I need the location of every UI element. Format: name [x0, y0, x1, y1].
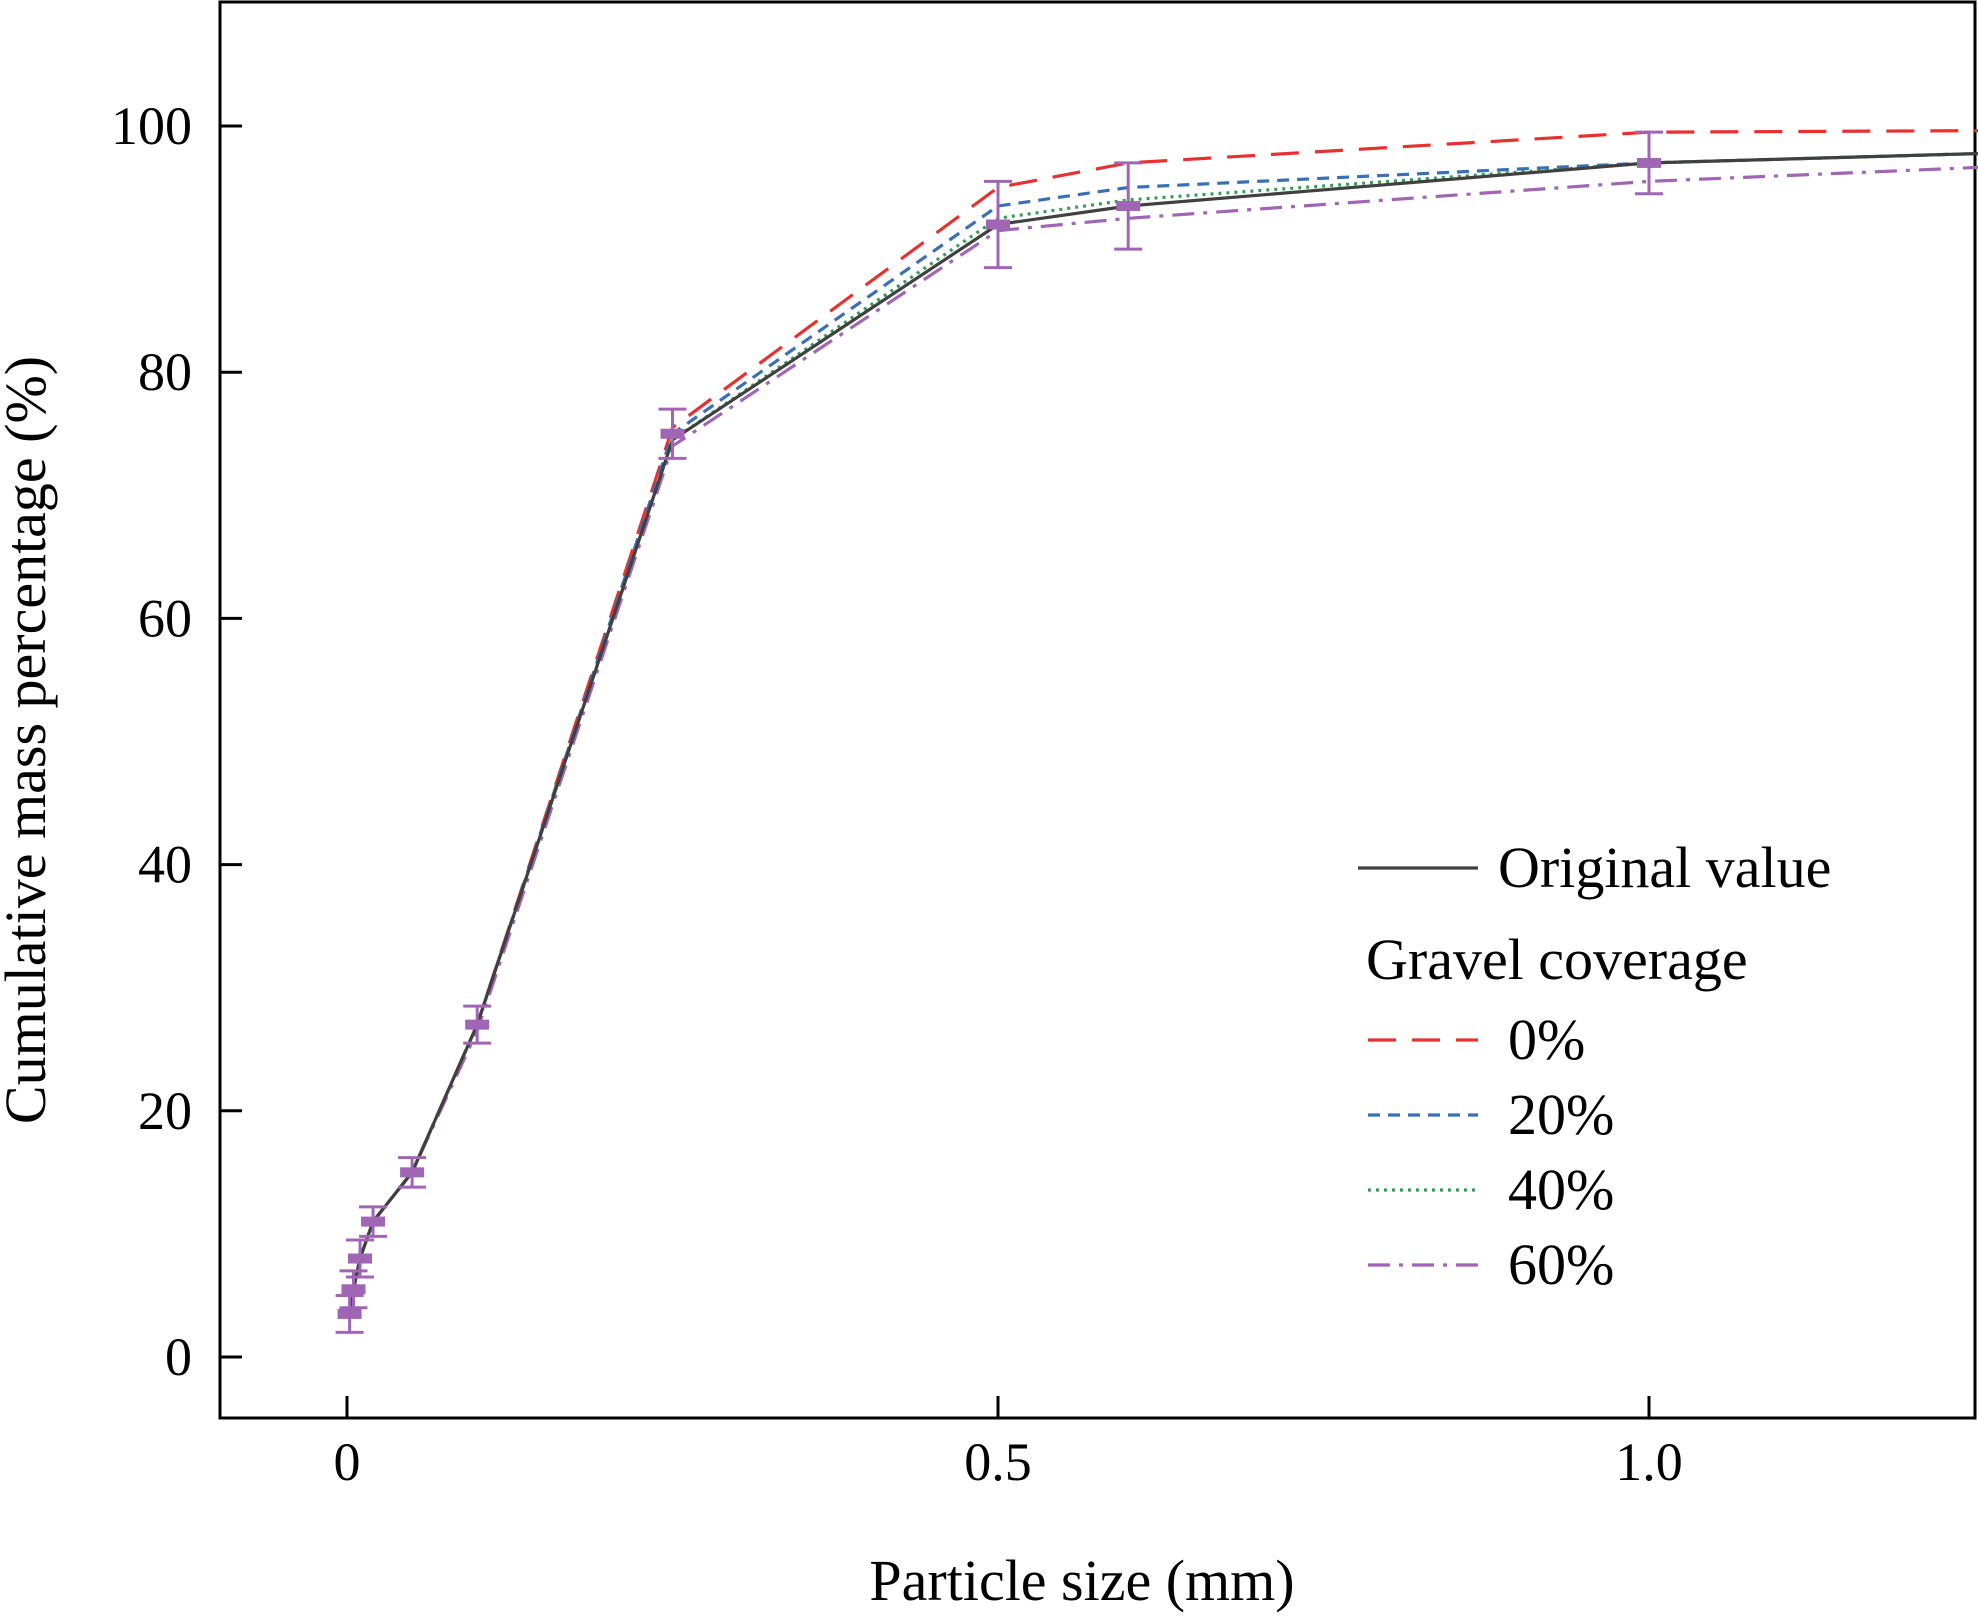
error-bar-marker — [348, 1254, 372, 1264]
y-axis-label: Cumulative mass percentage (%) — [0, 356, 58, 1124]
error-bar-marker — [465, 1020, 489, 1030]
legend-label: 60% — [1508, 1232, 1614, 1297]
y-tick-label: 20 — [138, 1081, 192, 1141]
series-line — [350, 126, 1978, 1314]
y-tick-label: 80 — [138, 342, 192, 402]
error-bar-marker — [1116, 201, 1140, 211]
error-bar-marker — [661, 429, 685, 439]
series-line — [350, 126, 1978, 1314]
x-tick-label: 0.5 — [964, 1432, 1032, 1492]
x-tick-label: 0 — [334, 1432, 361, 1492]
error-bar-marker — [361, 1217, 385, 1227]
x-axis-ticks: 00.51.01.52.0 — [334, 1396, 1978, 1492]
series-lines — [350, 126, 1978, 1314]
x-axis-label: Particle size (mm) — [869, 1548, 1294, 1613]
legend-group-title: Gravel coverage — [1366, 927, 1748, 992]
series-line — [350, 126, 1978, 1314]
series-line — [350, 126, 1978, 1314]
plot-frame — [220, 2, 1975, 1418]
y-tick-label: 40 — [138, 835, 192, 895]
legend: Original value Gravel coverage 0% 20% 40% 60% — [1358, 835, 1831, 1297]
error-bar-marker — [1637, 158, 1661, 168]
series-line — [350, 126, 1978, 1314]
x-tick-label: 1.0 — [1615, 1432, 1683, 1492]
error-bar-marker — [342, 1284, 366, 1294]
error-bar-marker — [400, 1167, 424, 1177]
legend-label: Original value — [1498, 835, 1831, 900]
legend-label: 20% — [1508, 1082, 1614, 1147]
y-axis-ticks: 0 20 40 60 80 100 — [111, 96, 242, 1387]
legend-label: 0% — [1508, 1007, 1585, 1072]
error-bars — [336, 132, 1663, 1332]
y-tick-label: 60 — [138, 588, 192, 648]
error-bar-marker — [338, 1309, 362, 1319]
y-tick-label: 100 — [111, 96, 192, 156]
legend-label: 40% — [1508, 1157, 1614, 1222]
y-tick-label: 0 — [165, 1327, 192, 1387]
error-bar-marker — [986, 219, 1010, 229]
